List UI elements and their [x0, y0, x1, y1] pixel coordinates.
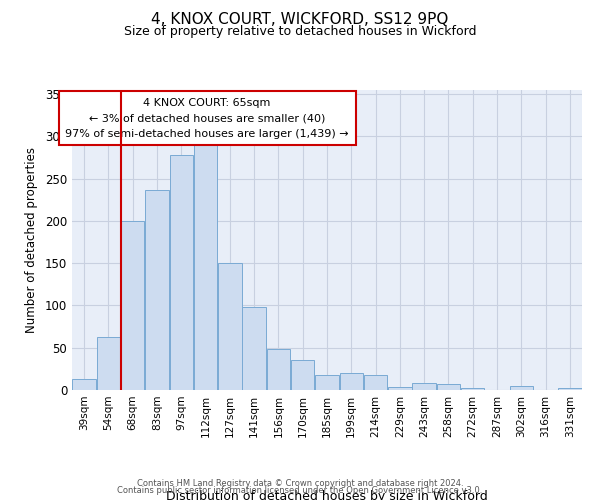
Y-axis label: Number of detached properties: Number of detached properties: [25, 147, 38, 333]
Bar: [340, 373, 363, 390]
Bar: [218, 263, 242, 390]
Text: Contains HM Land Registry data © Crown copyright and database right 2024.: Contains HM Land Registry data © Crown c…: [137, 478, 463, 488]
Bar: [558, 388, 581, 390]
Text: 4 KNOX COURT: 65sqm
← 3% of detached houses are smaller (40)
97% of semi-detache: 4 KNOX COURT: 65sqm ← 3% of detached hou…: [65, 98, 349, 138]
Bar: [170, 155, 193, 390]
Bar: [388, 386, 412, 390]
Text: Contains public sector information licensed under the Open Government Licence v3: Contains public sector information licen…: [118, 486, 482, 495]
Bar: [121, 221, 145, 390]
Bar: [266, 350, 290, 390]
Bar: [315, 375, 339, 390]
Bar: [412, 383, 436, 390]
Bar: [364, 375, 388, 390]
Bar: [97, 337, 120, 390]
Bar: [73, 379, 96, 390]
Bar: [461, 388, 484, 390]
Bar: [145, 190, 169, 390]
Bar: [437, 384, 460, 390]
Text: 4, KNOX COURT, WICKFORD, SS12 9PQ: 4, KNOX COURT, WICKFORD, SS12 9PQ: [151, 12, 449, 28]
Bar: [242, 307, 266, 390]
Bar: [194, 144, 217, 390]
Text: Size of property relative to detached houses in Wickford: Size of property relative to detached ho…: [124, 25, 476, 38]
X-axis label: Distribution of detached houses by size in Wickford: Distribution of detached houses by size …: [166, 490, 488, 500]
Bar: [509, 386, 533, 390]
Bar: [291, 360, 314, 390]
